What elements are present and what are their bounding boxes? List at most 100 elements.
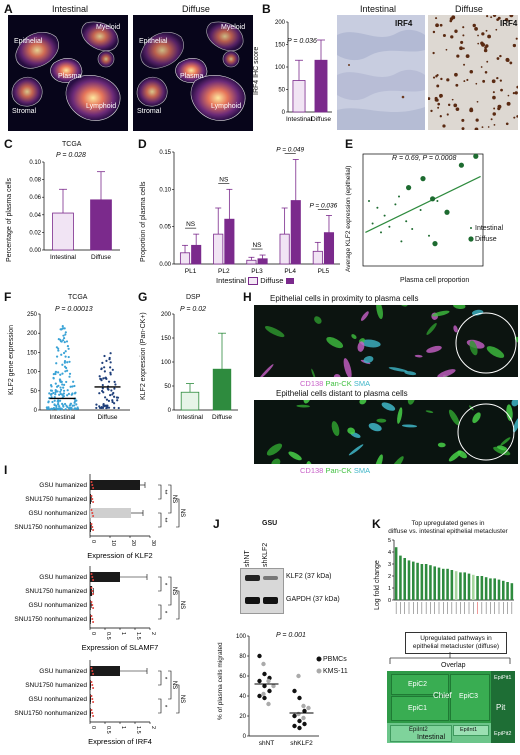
i-significance: NS	[179, 695, 185, 703]
i-row-label: SNU1750 nonhumanized	[14, 616, 87, 623]
j-point-kms-11	[301, 715, 306, 721]
j-point-pbmcs	[297, 725, 302, 731]
e-point-intestinal	[398, 195, 400, 198]
if-cell	[426, 345, 442, 353]
i-bracket	[168, 484, 172, 514]
ihc-diffuse-image	[428, 15, 518, 130]
f-point-intestinal	[58, 405, 61, 408]
blot-lane-shnt: shNT	[244, 550, 251, 567]
d-annotation: NS	[186, 221, 196, 228]
if-distal-svg	[266, 400, 518, 464]
j-point-kms-11	[266, 701, 271, 707]
i-replicate-dot	[92, 621, 95, 623]
i-xtick-label: 20	[130, 540, 136, 546]
i-bar	[90, 600, 91, 610]
ihc-nucleus	[462, 47, 465, 50]
f-point-diffuse	[107, 406, 111, 409]
ihc-nucleus	[490, 118, 493, 121]
f-point-intestinal	[55, 385, 59, 388]
i-row-label: SNU1750 nonhumanized	[14, 710, 87, 717]
umap-label-myeloid-left: Myeloid	[96, 24, 121, 31]
i-replicate-dot	[90, 667, 93, 669]
e-point-intestinal	[400, 240, 403, 243]
pathway-box: Upregulated pathways in epithelial metac…	[405, 632, 507, 654]
f-point-intestinal	[62, 392, 66, 395]
k-bar	[489, 578, 492, 600]
i-bracket	[158, 484, 162, 500]
if-cell	[437, 369, 456, 377]
ihc-nucleus	[505, 122, 509, 126]
d-bar-PL2-intestinal	[213, 233, 224, 265]
ihc-nucleus	[474, 127, 479, 130]
ihc-nucleus	[461, 127, 465, 130]
i-replicate-dot	[92, 579, 95, 581]
panel-letter-h: H	[243, 290, 252, 304]
f-point-intestinal	[71, 392, 74, 396]
f-point-intestinal	[52, 377, 55, 380]
pathway-box-line1: Upregulated pathways in	[420, 635, 492, 642]
j-point-kms-11	[296, 711, 301, 717]
treemap-epic3-label: EpiC3	[459, 693, 479, 700]
i-bar	[90, 572, 120, 582]
j-point-pbmcs	[262, 695, 267, 701]
f-point-intestinal	[53, 399, 56, 402]
ihc-nucleus	[432, 76, 436, 79]
treemap-overlap-label: Overlap	[441, 662, 466, 669]
ihc-nucleus	[499, 79, 502, 82]
if-cell	[469, 340, 478, 356]
ihc-nucleus	[469, 108, 474, 113]
f-point-intestinal	[63, 402, 67, 406]
f-point-intestinal	[62, 351, 66, 355]
chart-k-title-1: Top upregulated genes in	[411, 520, 485, 527]
f-point-intestinal	[74, 391, 77, 394]
f-point-diffuse	[101, 387, 104, 390]
blot-lane-shklf2: shKLF2	[262, 542, 269, 567]
b-ytick-label: 100	[275, 65, 286, 71]
ihc-nucleus	[504, 17, 509, 22]
ihc-nucleus	[482, 79, 486, 83]
c-bar	[52, 212, 74, 251]
f-point-diffuse	[98, 375, 101, 378]
chart-g-pvalue: P = 0.02	[180, 306, 207, 313]
if-cell	[512, 417, 518, 433]
legend-intestinal-label: Intestinal	[216, 276, 247, 285]
i-bracket	[176, 498, 180, 528]
ihc-nucleus	[505, 57, 510, 62]
if-cell	[431, 310, 450, 317]
k-bar	[403, 558, 406, 600]
i-replicate-dot	[92, 515, 95, 517]
f-point-intestinal	[75, 399, 78, 402]
f-point-diffuse	[112, 395, 116, 398]
j-ytick-label: 60	[239, 674, 246, 680]
if-cell	[401, 424, 418, 428]
if-cell	[314, 316, 322, 324]
ihc-nucleus	[435, 23, 439, 28]
i-significance: *	[161, 677, 167, 680]
ihc-nucleus	[465, 54, 470, 59]
if-cell	[347, 427, 356, 435]
i-replicate-dot	[91, 526, 94, 528]
e-point-intestinal	[419, 209, 422, 211]
f-point-intestinal	[50, 389, 54, 392]
ihc-nucleus	[484, 71, 488, 74]
f-point-diffuse	[98, 406, 102, 409]
ihc-nucleus	[496, 57, 500, 60]
if-cell	[397, 407, 403, 424]
f-point-diffuse	[100, 367, 103, 370]
i-xtick-label: 10	[110, 540, 116, 546]
umap-label-plasma-left: Plasma	[58, 73, 82, 80]
i-xlabel: Expression of KLF2	[87, 551, 152, 560]
f-point-diffuse	[98, 392, 101, 395]
if-cell	[296, 404, 310, 408]
j-ytick-label: 40	[239, 694, 246, 700]
j-point-kms-11	[306, 705, 311, 711]
f-point-intestinal	[52, 407, 55, 410]
ihc-nucleus	[487, 34, 492, 39]
j-ytick-label: 80	[239, 654, 246, 660]
f-point-intestinal	[61, 363, 64, 366]
e-point-intestinal	[428, 234, 430, 237]
if-cell	[471, 309, 484, 316]
f-point-intestinal	[47, 407, 50, 410]
f-point-diffuse	[113, 380, 116, 383]
